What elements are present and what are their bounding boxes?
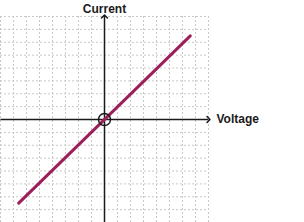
- svg-text:Current: Current: [83, 2, 126, 16]
- svg-text:Voltage: Voltage: [217, 112, 260, 126]
